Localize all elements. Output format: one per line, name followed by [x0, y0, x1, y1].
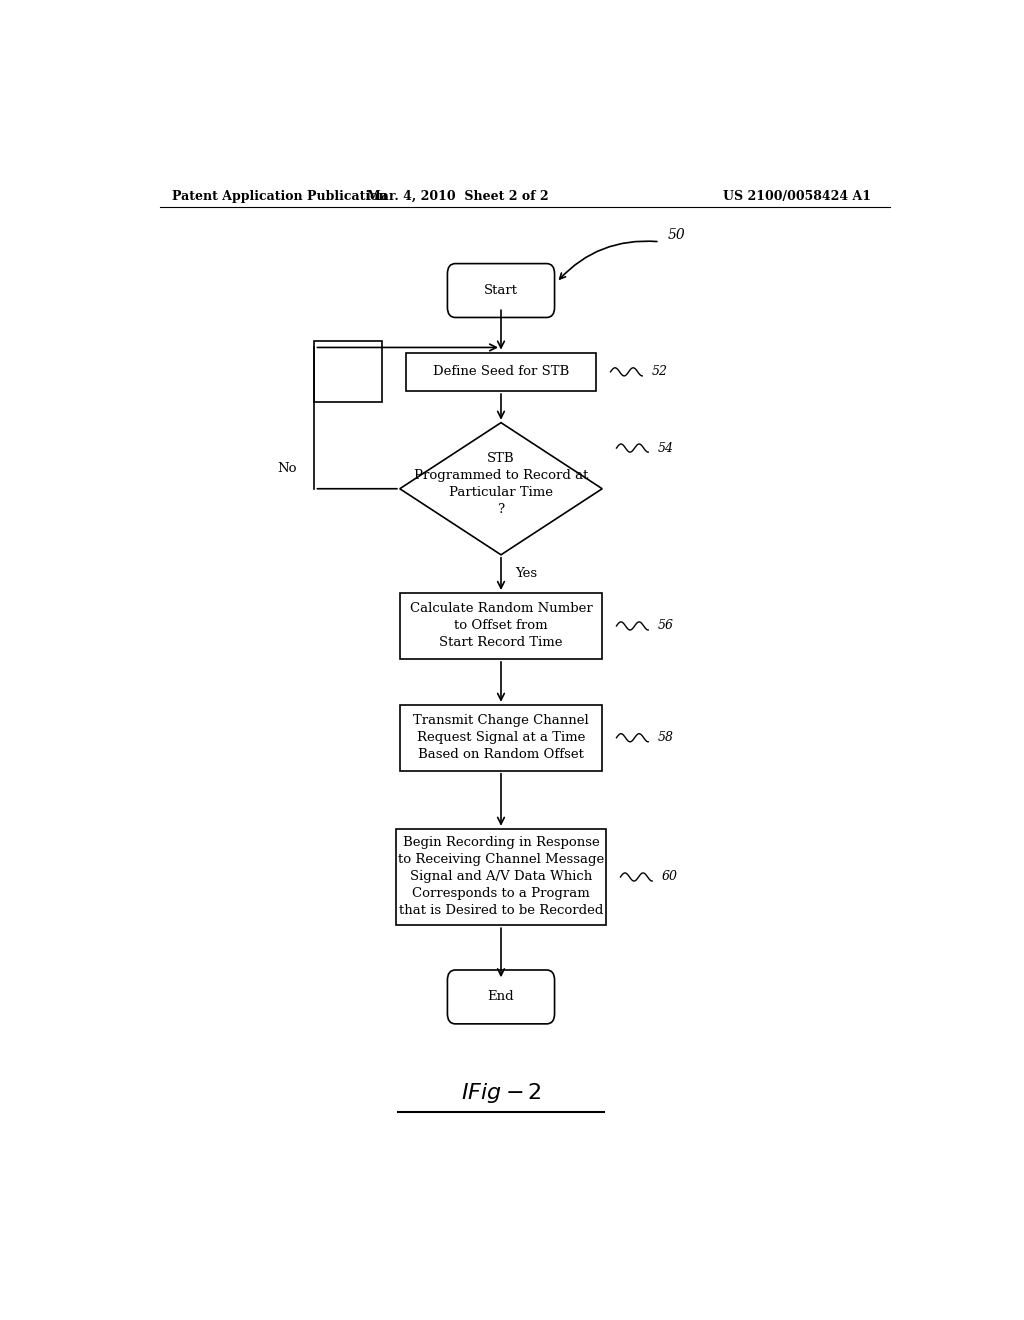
Text: Yes: Yes — [515, 566, 538, 579]
Text: 60: 60 — [662, 870, 678, 883]
Bar — [399, 705, 602, 771]
FancyBboxPatch shape — [447, 970, 555, 1024]
Text: Calculate Random Number
to Offset from
Start Record Time: Calculate Random Number to Offset from S… — [410, 602, 592, 649]
Text: 58: 58 — [657, 731, 674, 744]
Text: No: No — [276, 462, 297, 475]
FancyBboxPatch shape — [447, 264, 555, 318]
Text: STB
Programmed to Record at
Particular Time
?: STB Programmed to Record at Particular T… — [414, 451, 588, 516]
Text: Begin Recording in Response
to Receiving Channel Message
Signal and A/V Data Whi: Begin Recording in Response to Receiving… — [398, 837, 604, 917]
Text: Define Seed for STB: Define Seed for STB — [433, 366, 569, 379]
Text: 54: 54 — [657, 442, 674, 454]
Text: 52: 52 — [652, 366, 668, 379]
Text: Transmit Change Channel
Request Signal at a Time
Based on Random Offset: Transmit Change Channel Request Signal a… — [413, 714, 589, 762]
Bar — [314, 342, 382, 403]
Text: Start: Start — [484, 284, 518, 297]
Bar — [396, 829, 606, 925]
Text: 50: 50 — [668, 227, 685, 242]
Text: End: End — [487, 990, 514, 1003]
Text: $\mathit{IFig-2}$: $\mathit{IFig-2}$ — [461, 1081, 542, 1105]
Text: Patent Application Publication: Patent Application Publication — [172, 190, 387, 202]
Text: Mar. 4, 2010  Sheet 2 of 2: Mar. 4, 2010 Sheet 2 of 2 — [367, 190, 548, 202]
Text: US 2100/0058424 A1: US 2100/0058424 A1 — [723, 190, 871, 202]
Bar — [406, 352, 596, 391]
Bar — [399, 593, 602, 659]
Text: 56: 56 — [657, 619, 674, 632]
Polygon shape — [399, 422, 602, 554]
